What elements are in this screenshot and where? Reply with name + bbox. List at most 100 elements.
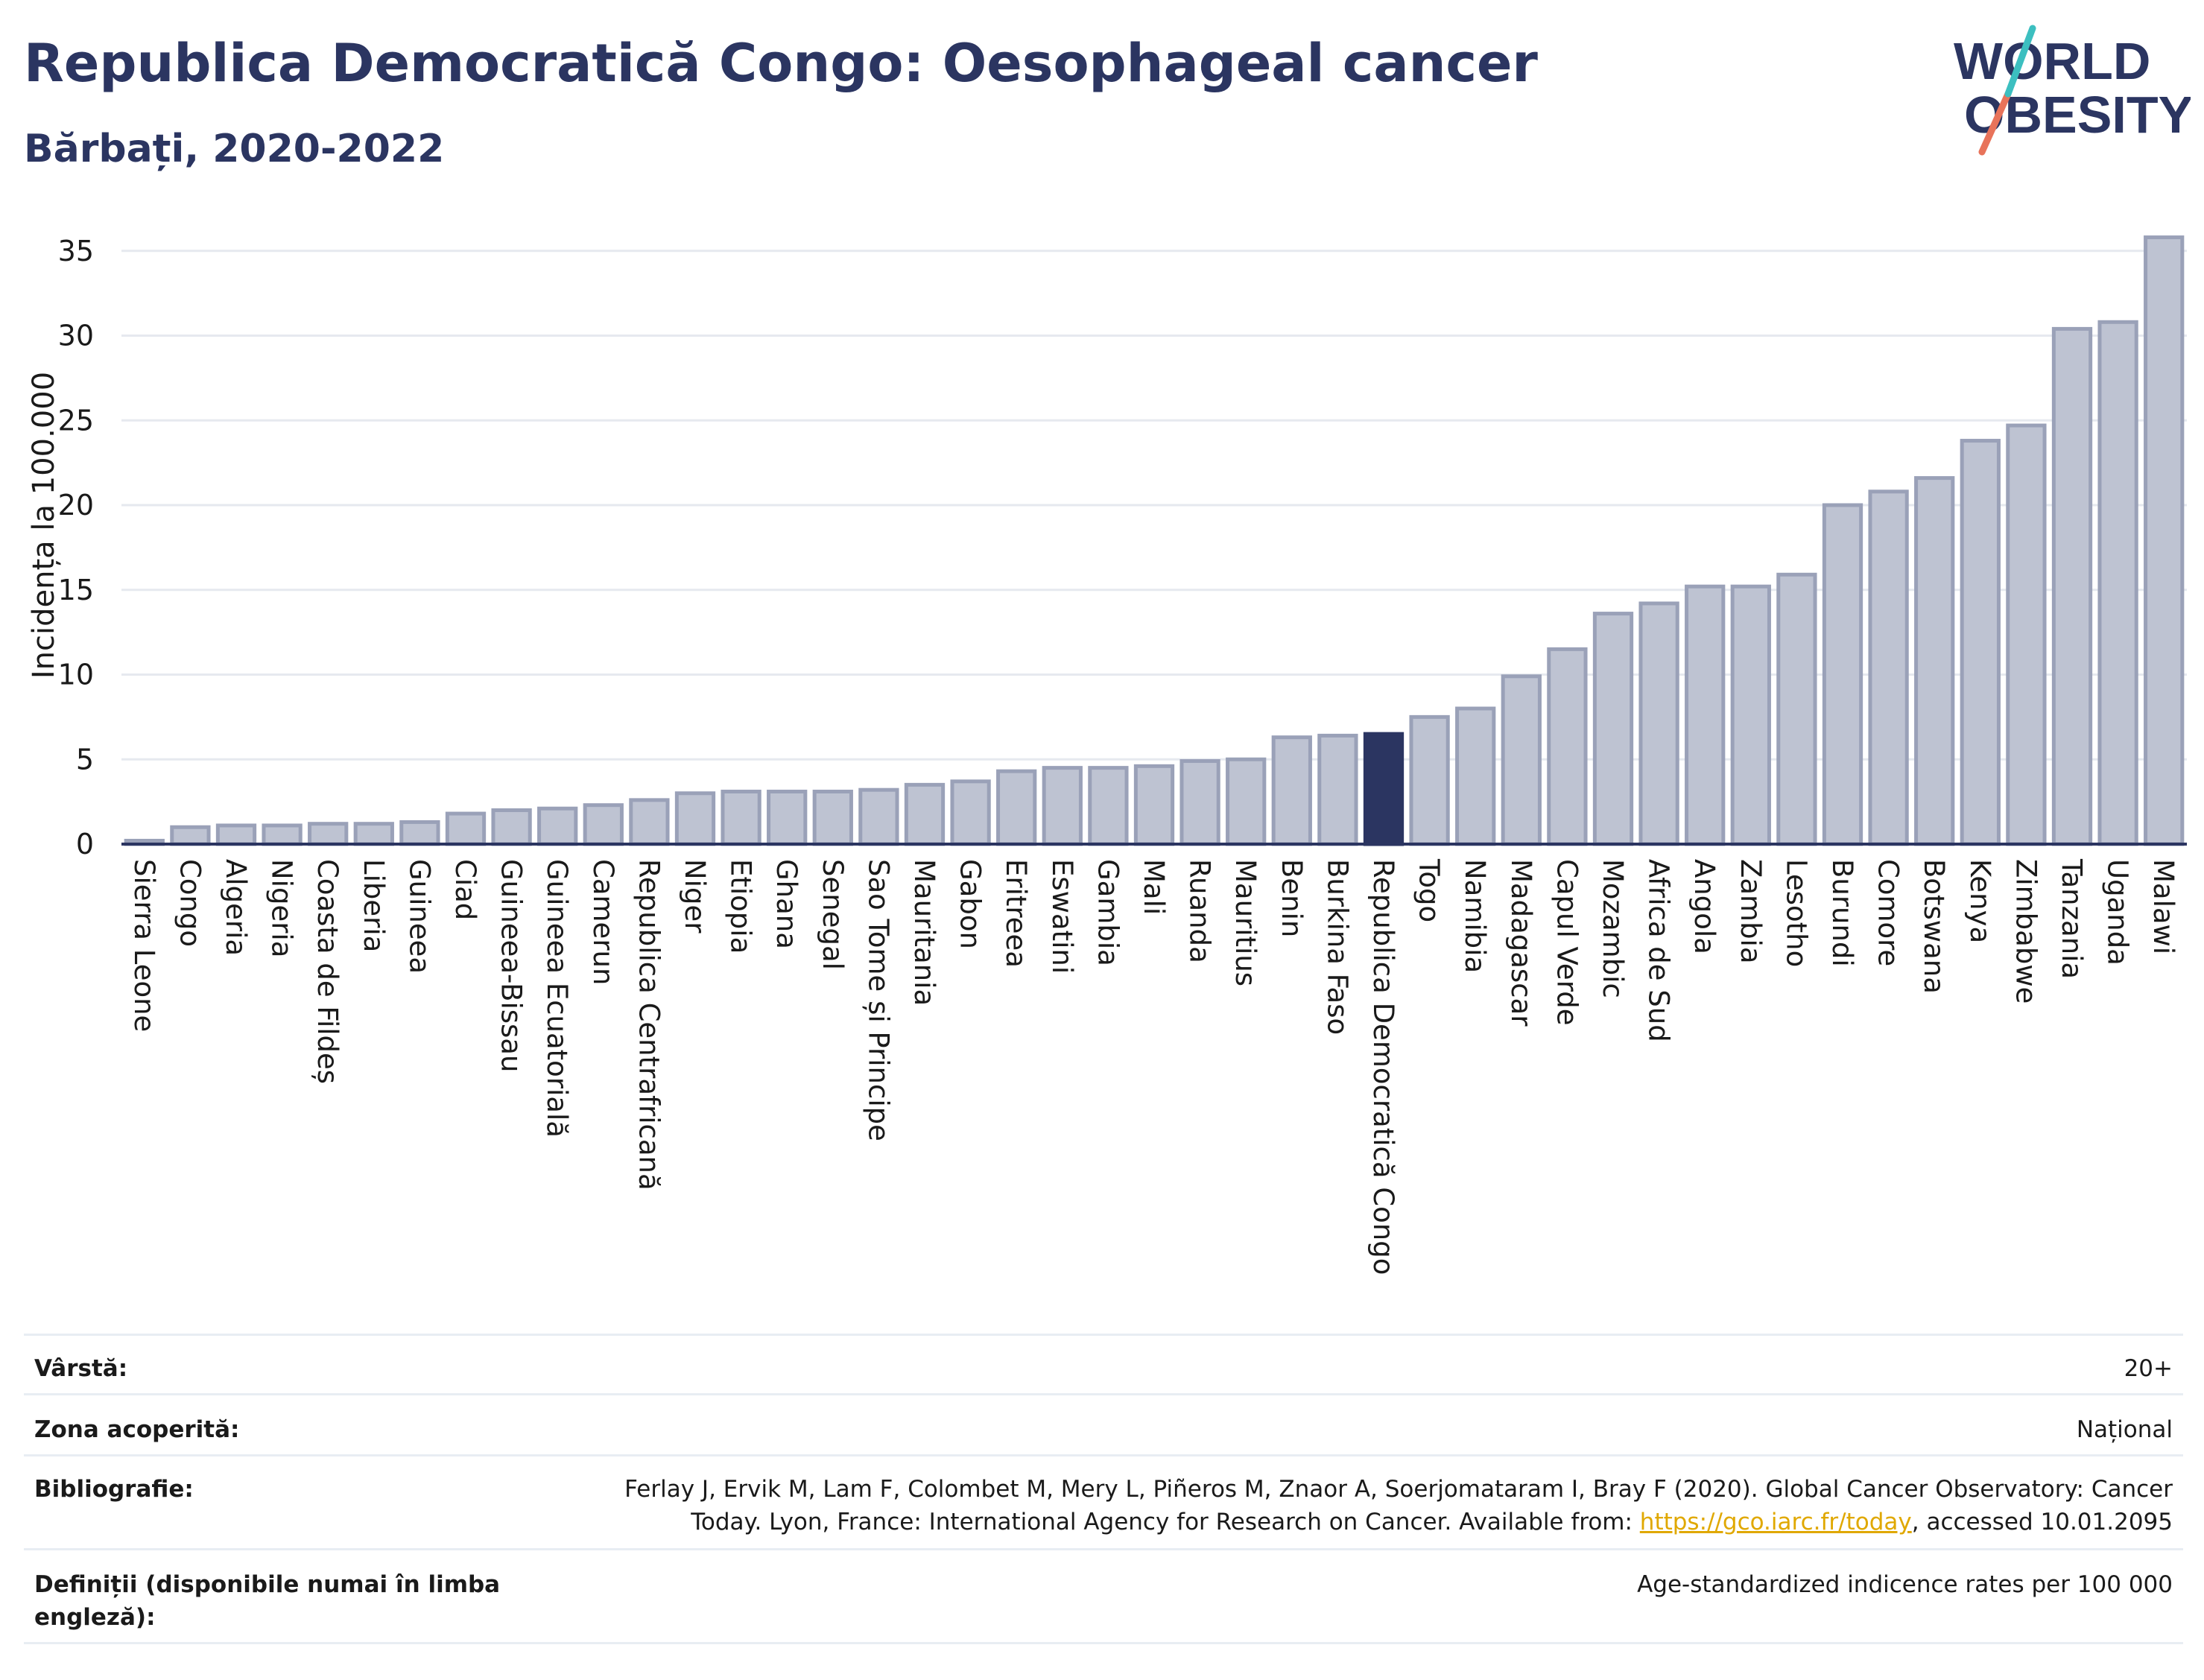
bar-madagascar — [1501, 674, 1542, 846]
x-tick-label: Camerun — [587, 859, 619, 985]
x-tick-label: Malawi — [2147, 859, 2179, 954]
bar-eswatini — [1042, 766, 1083, 846]
x-tick-label: Ghana — [770, 859, 802, 949]
x-tick-label: Namibia — [1459, 859, 1491, 973]
x-tick-label: Gambia — [1092, 859, 1124, 966]
info-row-age: Vârstă: 20+ — [24, 1334, 2183, 1395]
bar-coasta-de-filde- — [308, 822, 349, 846]
chart-title: Republica Democratică Congo: Oesophageal… — [24, 33, 1538, 94]
x-tick-label: Republica Democratică Congo — [1367, 859, 1399, 1275]
bar-camerun — [583, 803, 624, 846]
bar-burundi — [1822, 503, 1863, 846]
bar-liberia — [353, 822, 394, 846]
x-tick-label: Uganda — [2102, 859, 2134, 966]
bar-guineea — [399, 820, 440, 846]
bottom-divider — [24, 1642, 2183, 1644]
y-tick-label: 25 — [58, 404, 94, 437]
x-tick-label: Republica Centrafricană — [633, 859, 665, 1191]
x-tick-label: Mozambic — [1597, 859, 1629, 998]
x-tick-label: Kenya — [1964, 859, 1996, 943]
bibliography-link[interactable]: https://gco.iarc.fr/today — [1639, 1509, 1912, 1535]
y-tick-label: 20 — [58, 489, 94, 522]
bar-ghana — [767, 789, 808, 846]
x-tick-label: Benin — [1276, 859, 1308, 937]
x-tick-label: Togo — [1413, 858, 1445, 922]
y-tick-label: 15 — [58, 574, 94, 606]
bar-etiopia — [721, 789, 761, 846]
bar-zimbabwe — [2006, 423, 2047, 846]
info-row-definitions: Definiții (disponibile numai în limba en… — [24, 1548, 2183, 1644]
x-tick-label: Guineea-Bissau — [495, 859, 528, 1072]
bar-chart: 0 5 10 15 20 25 30 35 Sierra Leone Congo Algeria Ni… — [27, 235, 2187, 1275]
world-obesity-logo: WORLD OBESITY — [1954, 25, 2191, 156]
x-tick-label: Comore — [1872, 859, 1904, 966]
bar-benin — [1271, 735, 1312, 846]
x-tick-label: Guineea — [403, 859, 435, 974]
x-tick-label: Africa de Sud — [1643, 859, 1675, 1042]
info-row-coverage: Zona acoperită: Național — [24, 1393, 2183, 1456]
x-tick-label: Tanzania — [2056, 858, 2088, 979]
bar-uganda — [2097, 320, 2138, 846]
x-tick-label: Nigeria — [266, 859, 298, 957]
bar-kenya — [1960, 439, 2001, 846]
bar-angola — [1685, 584, 1726, 846]
bar-senegal — [812, 789, 853, 846]
bibliography-line1: Ferlay J, Ervik M, Lam F, Colombet M, Me… — [624, 1476, 2173, 1503]
x-tick-label: Gabon — [954, 859, 987, 949]
y-tick-label: 10 — [58, 659, 94, 691]
definitions-value: Age-standardized indicence rates per 100… — [1637, 1571, 2173, 1598]
x-tick-label: Burkina Faso — [1321, 859, 1353, 1035]
bar-ciad — [445, 811, 487, 846]
x-tick-label: Angola — [1688, 859, 1720, 954]
x-tick-label: Etiopia — [725, 859, 757, 954]
x-tick-label: Mali — [1138, 859, 1170, 915]
x-tick-label: Guineea Ecuatorială — [541, 859, 573, 1138]
x-tick-label: Eswatini — [1046, 859, 1078, 974]
bibliography-value: Ferlay J, Ervik M, Lam F, Colombet M, Me… — [533, 1473, 2173, 1538]
bar-republica-democratic-congo — [1363, 732, 1405, 846]
x-tick-label: Sao Tome și Principe — [862, 859, 894, 1141]
bar-tanzania — [2051, 326, 2093, 846]
bar-algeria — [215, 823, 257, 846]
bar-mozambic — [1592, 612, 1634, 846]
bar-namibia — [1455, 706, 1496, 846]
bar-nigeria — [262, 823, 303, 846]
bar-togo — [1409, 714, 1450, 846]
bar-republica-centrafrican- — [629, 798, 670, 846]
x-tick-label: Madagascar — [1505, 859, 1537, 1027]
x-tick-label: Zimbabwe — [2010, 859, 2042, 1004]
bar-sao-tome-i-principe — [858, 787, 899, 846]
coverage-label: Zona acoperită: — [34, 1416, 240, 1443]
chart-subtitle: Bărbați, 2020-2022 — [24, 127, 445, 171]
x-tick-label: Burundi — [1826, 859, 1858, 967]
x-tick-label: Liberia — [358, 859, 390, 952]
y-tick-label: 5 — [76, 743, 94, 776]
info-row-bibliography: Bibliografie: Ferlay J, Ervik M, Lam F, … — [24, 1454, 2183, 1550]
x-tick-label: Ciad — [449, 859, 481, 920]
x-tick-label: Mauritania — [908, 859, 940, 1006]
x-tick-label: Congo — [174, 859, 206, 947]
y-tick-label: 0 — [76, 828, 94, 860]
x-tick-label: Senegal — [817, 859, 849, 970]
bar-zambia — [1730, 584, 1771, 846]
bar-gambia — [1088, 766, 1129, 846]
y-tick-label: 35 — [58, 235, 94, 267]
bar-malawi — [2144, 235, 2185, 846]
age-value: 20+ — [2124, 1355, 2173, 1382]
bibliography-line2: Today. Lyon, France: International Agenc… — [691, 1509, 2173, 1535]
age-label: Vârstă: — [34, 1355, 128, 1382]
x-tick-label: Botswana — [1918, 859, 1950, 994]
y-tick-label: 30 — [58, 320, 94, 352]
bars — [124, 235, 2185, 846]
x-tick-label: Eritreea — [1000, 859, 1032, 968]
bar-guineea-ecuatorial- — [537, 806, 578, 846]
bar-mauritius — [1226, 757, 1267, 846]
bar-burkina-faso — [1317, 733, 1358, 846]
definitions-label: Definiții (disponibile numai în limba en… — [34, 1571, 501, 1631]
bar-africa-de-sud — [1638, 601, 1679, 846]
bibliography-label: Bibliografie: — [34, 1476, 194, 1503]
coverage-value: Național — [2076, 1416, 2173, 1443]
x-tick-label: Lesotho — [1780, 859, 1812, 967]
x-tick-label: Zambia — [1735, 859, 1767, 964]
x-tick-label: Mauritius — [1229, 859, 1261, 986]
